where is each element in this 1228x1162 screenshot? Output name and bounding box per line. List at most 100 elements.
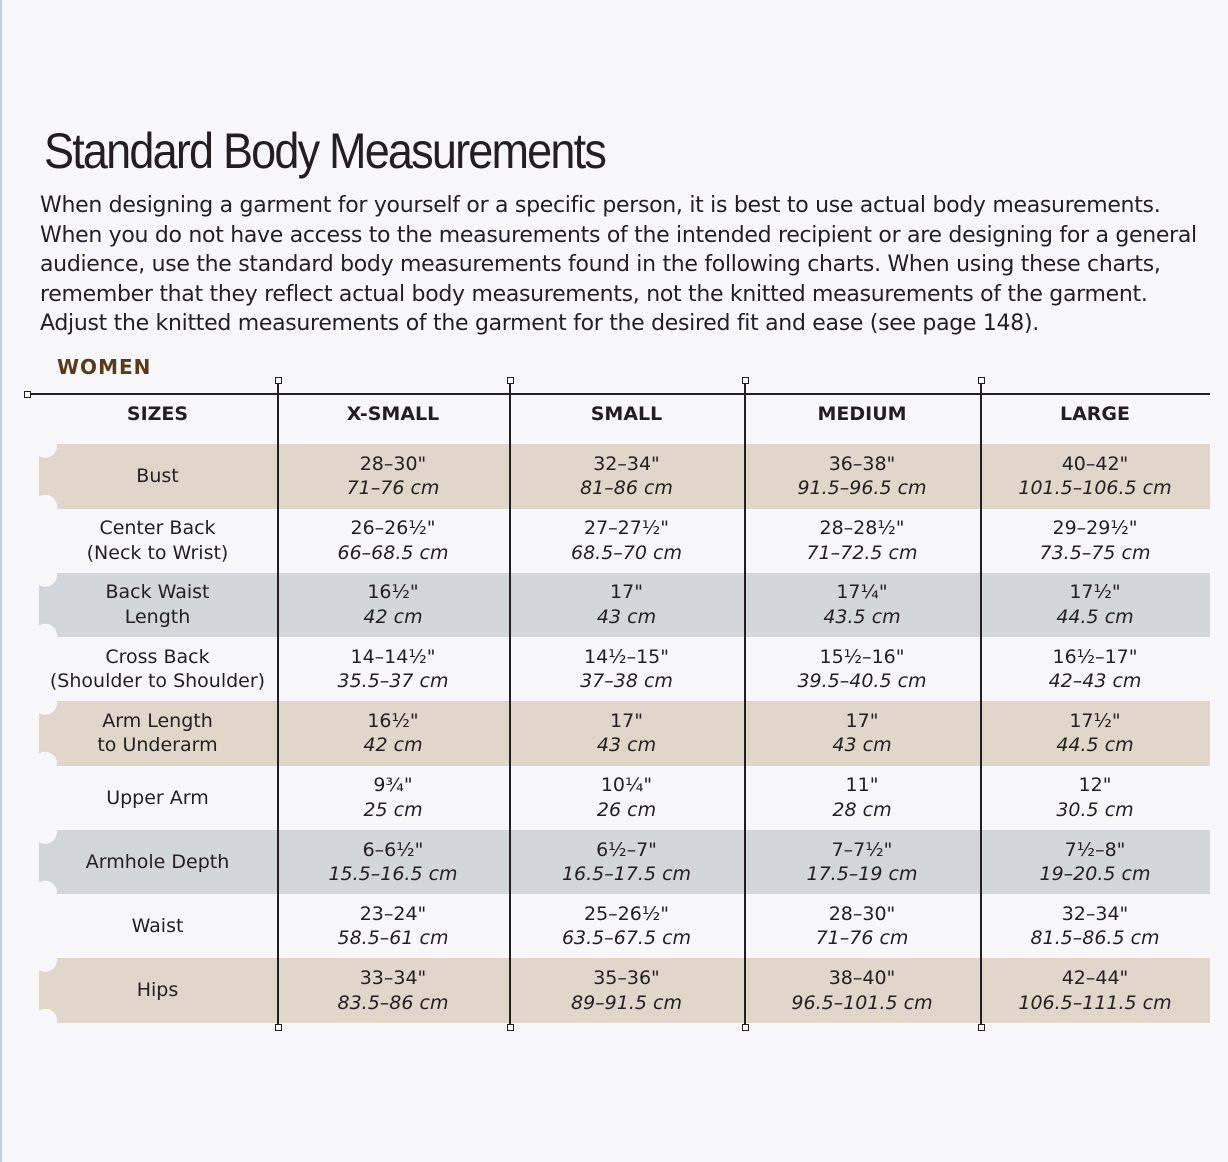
measurement-cell: 25–26½" 63.5–67.5 cm — [509, 894, 744, 959]
measurement-cell: 17½" 44.5 cm — [980, 573, 1210, 638]
measurement-cell: 17" 43 cm — [509, 701, 744, 766]
measurement-cell: 16½" 42 cm — [277, 701, 509, 766]
ticket-notch-shape — [39, 958, 78, 1023]
row-label: Cross Back (Shoulder to Shoulder) — [38, 637, 277, 702]
inches-value: 6½–7" — [596, 838, 657, 861]
inches-value: 28–28½" — [819, 517, 905, 540]
section-heading: WOMEN — [57, 355, 152, 379]
inches-value: 17" — [610, 581, 643, 604]
row-shading — [57, 572, 1210, 638]
cm-value: 43 cm — [596, 605, 657, 628]
cm-value: 96.5–101.5 cm — [791, 991, 933, 1014]
rule-handle — [24, 391, 31, 398]
divider-handle — [977, 377, 985, 384]
row-shading — [57, 958, 1210, 1023]
measurement-cell: 28–30" 71–76 cm — [744, 894, 980, 959]
measurement-cell: 32–34" 81–86 cm — [509, 444, 744, 509]
cm-value: 42 cm — [363, 605, 423, 628]
measurement-cell: 28–28½" 71–72.5 cm — [744, 508, 980, 573]
cm-value: 106.5–111.5 cm — [1018, 991, 1172, 1014]
cm-value: 26 cm — [596, 798, 657, 821]
inches-value: 40–42" — [1061, 452, 1129, 475]
inches-value: 15½–16" — [819, 645, 905, 668]
inches-value: 33–34" — [359, 967, 427, 990]
cm-value: 58.5–61 cm — [337, 927, 449, 950]
cm-value: 91.5–96.5 cm — [797, 477, 927, 500]
table-row: Armhole Depth 6–6½" 15.5–16.5 cm 6½–7" 16.5–… — [38, 829, 1210, 895]
measurement-cell: 14½–15" 37–38 cm — [509, 637, 744, 702]
measurement-cell: 7–7½" 17.5–19 cm — [744, 830, 980, 895]
inches-value: 29–29½" — [1052, 517, 1138, 540]
row-label-line: Armhole Depth — [85, 850, 230, 873]
ticket-notch-shape — [39, 829, 78, 895]
header-x-small: X-SMALL — [346, 403, 440, 425]
inches-value: 6–6½" — [362, 838, 424, 861]
header-sizes: SIZES — [126, 403, 189, 425]
row-label-line: to Underarm — [97, 734, 218, 757]
cm-value: 28 cm — [832, 798, 892, 821]
cm-value: 83.5–86 cm — [337, 991, 449, 1014]
cm-value: 17.5–19 cm — [806, 863, 918, 886]
measurement-cell: 17" 43 cm — [509, 573, 744, 638]
divider-handle — [506, 377, 514, 384]
inches-value: 11" — [845, 774, 879, 797]
divider-handle — [506, 1024, 514, 1031]
inches-value: 17¼" — [836, 581, 888, 604]
row-label-line: Cross Back — [105, 645, 210, 668]
inches-value: 14½–15" — [583, 645, 669, 668]
inches-value: 32–34" — [593, 452, 660, 475]
table-row: Cross Back (Shoulder to Shoulder) 14–14½" 3… — [38, 637, 1210, 702]
row-shading — [57, 701, 1210, 766]
column-divider — [744, 380, 746, 1027]
measurement-cell: 36–38" 91.5–96.5 cm — [744, 444, 980, 509]
row-label: Waist — [38, 894, 277, 959]
measurement-cell: 10¼" 26 cm — [509, 766, 744, 831]
cm-value: 81.5–86.5 cm — [1030, 927, 1160, 950]
inches-value: 16½" — [367, 581, 419, 604]
cm-value: 73.5–75 cm — [1039, 541, 1151, 564]
header-rule — [27, 393, 1210, 395]
measurement-cell: 15½–16" 39.5–40.5 cm — [744, 637, 980, 702]
inches-value: 38–40" — [828, 967, 896, 990]
table-row: Upper Arm 9¾" 25 cm 10¼" 26 cm 11" 28 cm 12" 30.… — [38, 766, 1210, 831]
inches-value: 12" — [1078, 774, 1112, 797]
ticket-notch-shape — [39, 444, 78, 509]
cm-value: 35.5–37 cm — [337, 670, 449, 693]
inches-value: 42–44" — [1061, 967, 1129, 990]
column-divider — [980, 380, 982, 1027]
table-row: Back Waist Length 16½" 42 cm 17" 43 cm 17¼" 43.… — [38, 572, 1210, 638]
page-title: Standard Body Measurements — [44, 123, 607, 179]
row-label-line: (Shoulder to Shoulder) — [49, 670, 266, 693]
measurement-cell: 11" 28 cm — [744, 766, 980, 831]
divider-handle — [274, 1024, 282, 1031]
measurement-cell: 38–40" 96.5–101.5 cm — [744, 958, 980, 1023]
measurement-cell: 14–14½" 35.5–37 cm — [277, 637, 509, 702]
table-row: Center Back (Neck to Wrist) 26–26½" 66–68.5… — [38, 508, 1210, 573]
inches-value: 9¾" — [373, 774, 413, 797]
cm-value: 15.5–16.5 cm — [328, 863, 458, 886]
cm-value: 43 cm — [596, 734, 657, 757]
measurement-cell: 16½" 42 cm — [277, 573, 509, 638]
divider-handle — [274, 377, 282, 384]
cm-value: 30.5 cm — [1056, 798, 1134, 821]
cm-value: 66–68.5 cm — [337, 541, 449, 564]
cm-value: 19–20.5 cm — [1039, 863, 1151, 886]
cm-value: 16.5–17.5 cm — [561, 863, 692, 886]
cm-value: 71–76 cm — [815, 927, 909, 950]
row-label-line: Length — [124, 605, 191, 628]
cm-value: 44.5 cm — [1056, 605, 1134, 628]
measurement-cell: 29–29½" 73.5–75 cm — [980, 508, 1210, 573]
row-label-line: Waist — [131, 915, 184, 938]
measurement-cell: 26–26½" 66–68.5 cm — [277, 508, 509, 573]
inches-value: 16½" — [367, 709, 419, 732]
measurement-cell: 27–27½" 68.5–70 cm — [509, 508, 744, 573]
measurement-cell: 16½–17" 42–43 cm — [980, 637, 1210, 702]
header-small: SMALL — [590, 403, 663, 425]
measurement-cell: 33–34" 83.5–86 cm — [277, 958, 509, 1023]
inches-value: 36–38" — [828, 452, 896, 475]
row-label-line: Upper Arm — [106, 786, 209, 809]
measurement-cell: 35–36" 89–91.5 cm — [509, 958, 744, 1023]
inches-value: 7½–8" — [1064, 838, 1126, 861]
row-label: Back Waist Length — [38, 573, 277, 638]
cm-value: 81–86 cm — [580, 477, 673, 500]
